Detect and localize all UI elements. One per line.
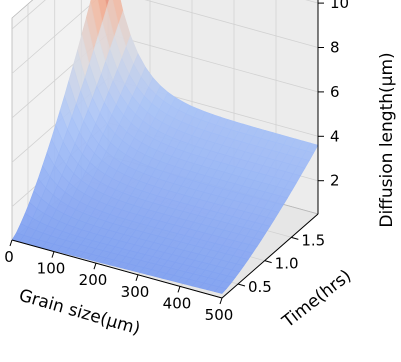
x-tick-label: 0 [4,248,14,266]
z-tick-label: 8 [330,39,340,57]
z-tick-label: 4 [330,127,340,145]
y-tick-label: 0.5 [248,278,272,296]
z-tick-label: 2 [330,172,340,190]
x-tick [135,274,139,281]
z-axis-label: Diffusion length(μm) [377,52,397,227]
x-tick [9,239,13,247]
y-tick-label: 1.5 [301,231,325,249]
x-tick [177,286,181,293]
x-tick [219,297,223,305]
y-tick [237,283,246,287]
z-tick-label: 10 [330,0,349,12]
x-tick [93,263,97,270]
axis-ticks: 0 100 200 300 400 500 0.51.01.5 2 4 6 8 10 [4,0,349,324]
y-axis-label: Time(hrs) [278,266,355,333]
surface-plot [11,0,319,294]
x-axis-line [11,239,223,299]
x-tick-label: 100 [37,260,66,278]
y-tick [291,236,299,240]
x-tick [51,251,55,258]
x-tick-label: 400 [163,294,192,312]
grid-z [11,0,319,30]
surface-facet [105,0,110,8]
x-tick-label: 300 [121,283,150,301]
x-tick-label: 500 [205,306,234,324]
surface-facet [213,286,227,294]
x-tick-label: 200 [79,271,108,289]
y-tick-label: 1.0 [275,255,299,273]
y-tick [264,260,272,264]
grid-z [11,0,319,74]
z-tick-label: 6 [330,83,340,101]
